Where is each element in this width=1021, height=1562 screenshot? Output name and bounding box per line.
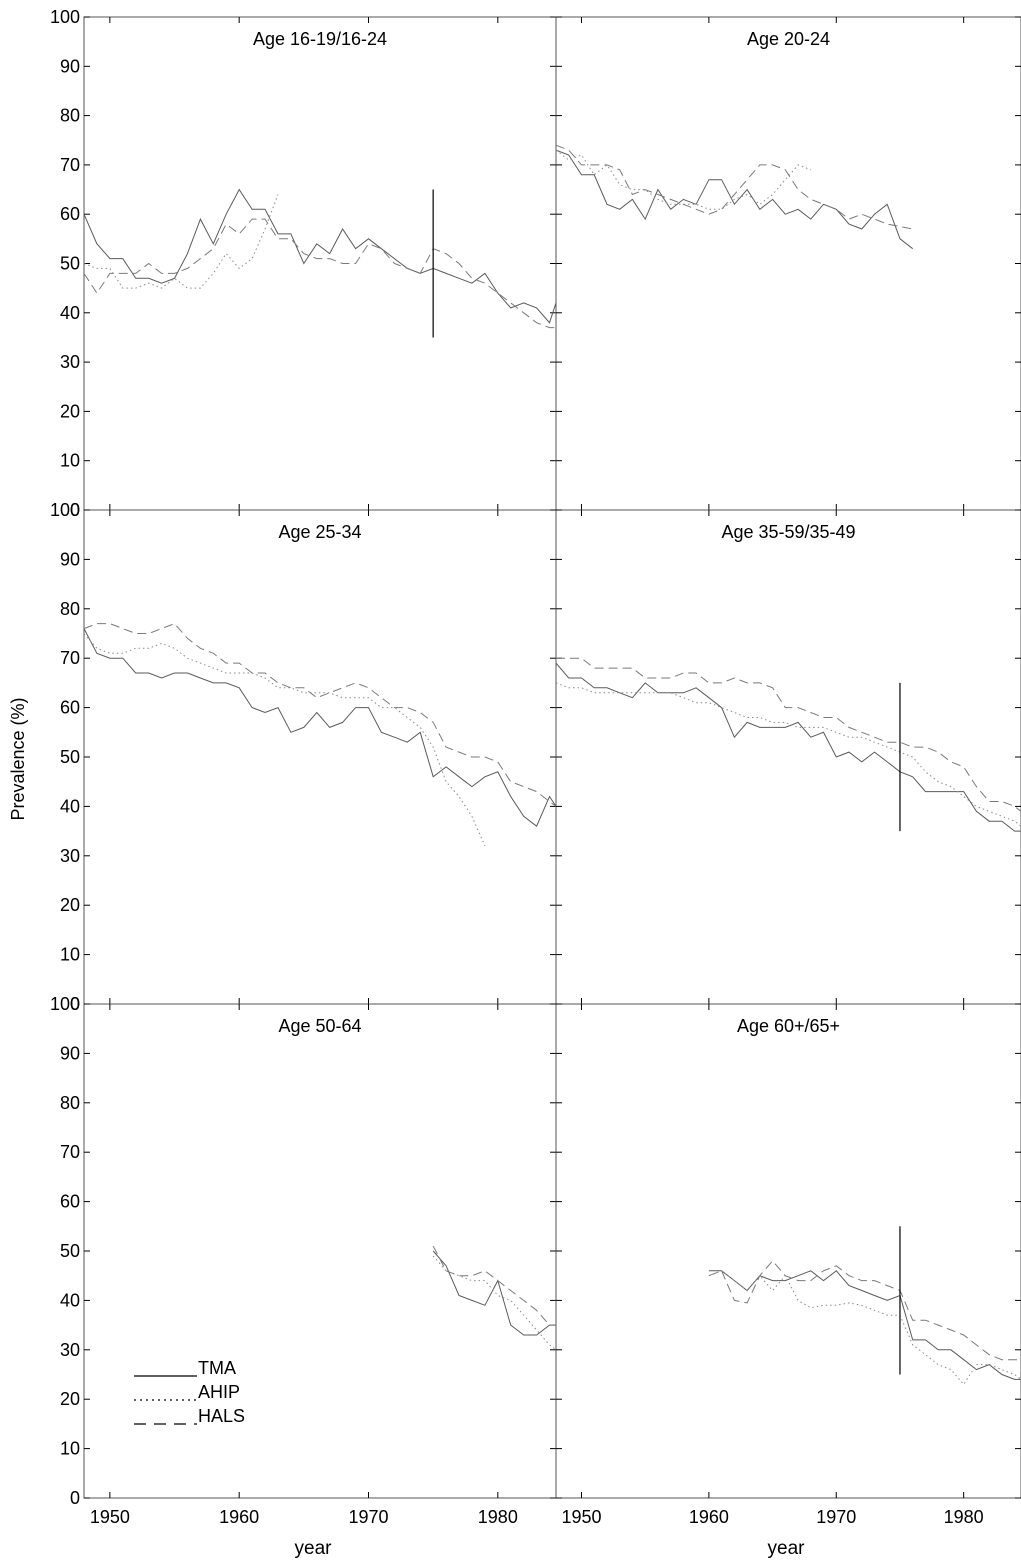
x-axis-label-left: year: [295, 1538, 333, 1559]
panel-title: Age 20-24: [747, 29, 830, 49]
panel-frame: [83, 16, 557, 511]
y-tick-label: 50: [60, 1241, 80, 1261]
y-tick-label: 60: [60, 698, 80, 718]
y-tick-label: 70: [60, 155, 80, 175]
series-line-hals: [83, 623, 557, 807]
series-line-ahip: [83, 194, 279, 289]
series-line-tma: [83, 628, 557, 827]
x-tick-label: 1970: [816, 1507, 856, 1527]
y-tick-label: 0: [70, 994, 80, 1014]
series-line-tma: [83, 188, 557, 324]
panel-frame: [555, 1003, 1021, 1499]
y-tick-label: 20: [60, 401, 80, 421]
y-tick-label: 100: [50, 7, 80, 27]
series-line-ahip: [555, 149, 811, 210]
y-tick-label: 30: [60, 352, 80, 372]
y-axis-label: Prevalence (%): [8, 697, 28, 820]
series-line-tma: [555, 662, 1021, 832]
panel-3: 0 10 20 30 40 50 60 70 80 90 100 Age 25-34: [50, 500, 557, 1014]
series-line-tma: [432, 1250, 556, 1336]
x-tick-label: 1970: [348, 1507, 388, 1527]
y-tick-label: 50: [60, 747, 80, 767]
y-tick-label: 20: [60, 1389, 80, 1409]
x-tick-label: 1950: [561, 1507, 601, 1527]
legend-label-ahip: AHIP: [198, 1382, 240, 1402]
series-line-ahip: [432, 1255, 557, 1351]
panel-2: Age 20-24: [555, 16, 1021, 511]
y-tick-label: 10: [60, 451, 80, 471]
y-tick-label: 90: [60, 56, 80, 76]
x-tick-label: 1960: [689, 1507, 729, 1527]
y-tick-label: 40: [60, 1290, 80, 1310]
legend-label-tma: TMA: [198, 1358, 236, 1378]
y-tick-label: 70: [60, 1142, 80, 1162]
panel-frame: [555, 16, 1021, 511]
y-tick-label: 30: [60, 846, 80, 866]
x-tick-label: 1980: [478, 1507, 518, 1527]
x-tick-label: 1980: [944, 1507, 984, 1527]
series-line-ahip: [83, 633, 486, 847]
panel-title: Age 50-64: [278, 1016, 361, 1036]
legend-label-hals: HALS: [198, 1406, 245, 1426]
panel-4: Age 35-59/35-49: [555, 509, 1021, 1005]
x-tick-label: 1950: [90, 1507, 130, 1527]
panel-title: Age 16-19/16-24: [253, 29, 387, 49]
series-line-hals: [432, 1245, 556, 1326]
series-line-tma: [555, 149, 914, 250]
x-tick-label: 1960: [219, 1507, 259, 1527]
y-tick-label: 20: [60, 895, 80, 915]
x-axis-label-right: year: [768, 1538, 806, 1559]
y-tick-label: 50: [60, 254, 80, 274]
y-tick-label: 90: [60, 1043, 80, 1063]
y-tick-label: 40: [60, 303, 80, 323]
y-tick-label: 30: [60, 1340, 80, 1360]
series-line-hals: [83, 218, 556, 329]
panel-title: Age 60+/65+: [737, 1016, 840, 1036]
y-tick-label: 10: [60, 1439, 80, 1459]
y-tick-label: 100: [50, 994, 80, 1014]
y-tick-label: 40: [60, 796, 80, 816]
series-line-hals: [556, 657, 1021, 812]
panel-title: Age 25-34: [278, 522, 361, 542]
panel-1: 0 10 20 30 40 50 60 70 80 90 100 Age 16-19/16-24: [50, 7, 557, 520]
legend: TMA AHIP HALS: [134, 1358, 245, 1426]
y-tick-label: 80: [60, 1093, 80, 1113]
panel-title: Age 35-59/35-49: [721, 522, 855, 542]
y-tick-label: 70: [60, 648, 80, 668]
y-tick-label: 80: [60, 599, 80, 619]
y-tick-label: 60: [60, 204, 80, 224]
y-tick-label: 0: [70, 500, 80, 520]
y-tick-label: 100: [50, 500, 80, 520]
series-line-hals: [555, 144, 913, 230]
y-tick-label: 90: [60, 549, 80, 569]
panel-6: 1950 1960 1970 1980 Age 60+/65+: [555, 1003, 1021, 1527]
y-tick-label: 60: [60, 1192, 80, 1212]
y-tick-label: 80: [60, 106, 80, 126]
y-tick-label: 0: [70, 1488, 80, 1508]
y-tick-label: 10: [60, 945, 80, 965]
series-line-hals: [708, 1260, 1021, 1361]
series-line-ahip: [708, 1270, 1021, 1386]
series-line-ahip: [555, 682, 1021, 827]
series-line-tma: [708, 1270, 1021, 1380]
panel-frame: [555, 509, 1021, 1005]
panel-5: 0 10 20 30 40 50 60 70 80 90 100 1950 1960 1970 1980 Ag…: [50, 994, 557, 1527]
